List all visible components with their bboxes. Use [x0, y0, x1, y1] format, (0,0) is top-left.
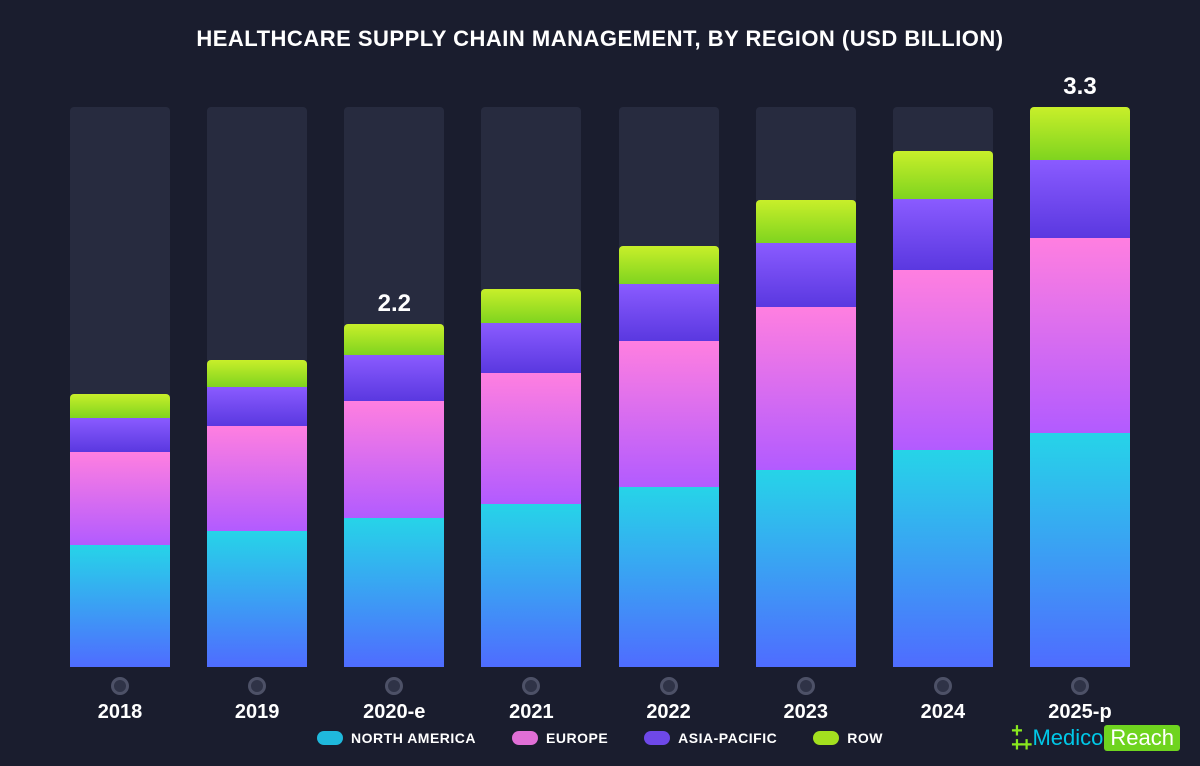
legend-label: EUROPE: [546, 730, 608, 746]
bar-segment-europe: [756, 307, 856, 470]
bar-stack: [1030, 107, 1130, 667]
bar-segment-row: [1030, 107, 1130, 160]
chart-plot-area: 2018 2019 2.2 2020-e 2021 2022 2023 2024 3.3 2025…: [40, 62, 1160, 724]
axis-dot: [385, 677, 403, 695]
bar-segment-north-america: [344, 518, 444, 667]
bar-group: 2021: [481, 107, 581, 724]
axis-dot: [660, 677, 678, 695]
legend-item-north-america: NORTH AMERICA: [317, 730, 476, 746]
bar-segment-row: [893, 151, 993, 199]
axis-dot: [111, 677, 129, 695]
bar-segment-north-america: [756, 470, 856, 667]
x-axis-label: 2023: [783, 701, 828, 724]
bar-segment-asia-pacific: [619, 284, 719, 342]
bar-group: 2.2 2020-e: [344, 107, 444, 724]
legend-label: ASIA-PACIFIC: [678, 730, 777, 746]
bar-column: [70, 107, 170, 667]
bar-column: [207, 107, 307, 667]
logo-part2: Reach: [1104, 725, 1180, 751]
legend-swatch: [644, 731, 670, 745]
bar-segment-north-america: [893, 450, 993, 667]
bar-stack: [207, 360, 307, 667]
bar-column: [756, 107, 856, 667]
legend-item-asia-pacific: ASIA-PACIFIC: [644, 730, 777, 746]
bar-segment-north-america: [619, 487, 719, 667]
bar-segment-asia-pacific: [207, 387, 307, 426]
bar-segment-row: [344, 324, 444, 355]
bar-segment-asia-pacific: [481, 323, 581, 374]
bar-segment-north-america: [1030, 433, 1130, 667]
legend-swatch: [317, 731, 343, 745]
bar-group: 2022: [619, 107, 719, 724]
bar-segment-europe: [70, 452, 170, 545]
bar-segment-row: [70, 394, 170, 418]
axis-dot: [522, 677, 540, 695]
bar-segment-asia-pacific: [70, 418, 170, 452]
axis-dot: [1071, 677, 1089, 695]
bar-segment-europe: [481, 373, 581, 504]
bar-segment-europe: [1030, 238, 1130, 433]
bar-segment-row: [207, 360, 307, 387]
bar-value-label: 2.2: [378, 290, 411, 318]
bar-segment-europe: [207, 426, 307, 531]
x-axis-label: 2025-p: [1048, 701, 1111, 724]
plus-icon: +++: [1011, 724, 1030, 752]
bar-value-label: 3.3: [1063, 73, 1096, 101]
legend-swatch: [813, 731, 839, 745]
bar-segment-europe: [893, 270, 993, 450]
x-axis-label: 2022: [646, 701, 691, 724]
bar-segment-north-america: [481, 504, 581, 667]
chart-container: HEALTHCARE SUPPLY CHAIN MANAGEMENT, BY R…: [0, 0, 1200, 766]
bar-segment-asia-pacific: [344, 355, 444, 401]
bar-column: [619, 107, 719, 667]
x-axis-label: 2019: [235, 701, 280, 724]
bar-group: 2019: [207, 107, 307, 724]
axis-dot: [797, 677, 815, 695]
bar-segment-europe: [619, 341, 719, 487]
x-axis-label: 2018: [98, 701, 143, 724]
bar-column: 2.2: [344, 107, 444, 667]
bar-segment-asia-pacific: [1030, 160, 1130, 238]
bar-group: 2024: [893, 107, 993, 724]
chart-title: HEALTHCARE SUPPLY CHAIN MANAGEMENT, BY R…: [40, 26, 1160, 52]
bar-segment-asia-pacific: [756, 243, 856, 307]
brand-logo: +++ Medico Reach: [1011, 724, 1180, 752]
bar-stack: [756, 200, 856, 667]
bar-stack: [893, 151, 993, 667]
bar-segment-row: [756, 200, 856, 242]
bar-stack: [481, 289, 581, 667]
x-axis-label: 2024: [921, 701, 966, 724]
bar-stack: [619, 246, 719, 667]
legend-swatch: [512, 731, 538, 745]
logo-part1: Medico: [1032, 725, 1103, 751]
chart-legend: NORTH AMERICA EUROPE ASIA-PACIFIC ROW: [40, 730, 1160, 746]
bar-column: 3.3: [1030, 107, 1130, 667]
bar-segment-row: [619, 246, 719, 283]
bar-group: 3.3 2025-p: [1030, 107, 1130, 724]
legend-label: ROW: [847, 730, 883, 746]
bar-group: 2018: [70, 107, 170, 724]
x-axis-label: 2021: [509, 701, 554, 724]
bar-group: 2023: [756, 107, 856, 724]
bar-segment-north-america: [207, 531, 307, 667]
bar-column: [481, 107, 581, 667]
bar-stack: [70, 394, 170, 667]
bar-segment-north-america: [70, 545, 170, 667]
bar-segment-asia-pacific: [893, 199, 993, 270]
axis-dot: [248, 677, 266, 695]
legend-label: NORTH AMERICA: [351, 730, 476, 746]
bar-segment-row: [481, 289, 581, 323]
legend-item-row: ROW: [813, 730, 883, 746]
axis-dot: [934, 677, 952, 695]
bar-segment-europe: [344, 401, 444, 518]
bar-stack: [344, 324, 444, 667]
x-axis-label: 2020-e: [363, 701, 425, 724]
bar-column: [893, 107, 993, 667]
legend-item-europe: EUROPE: [512, 730, 608, 746]
